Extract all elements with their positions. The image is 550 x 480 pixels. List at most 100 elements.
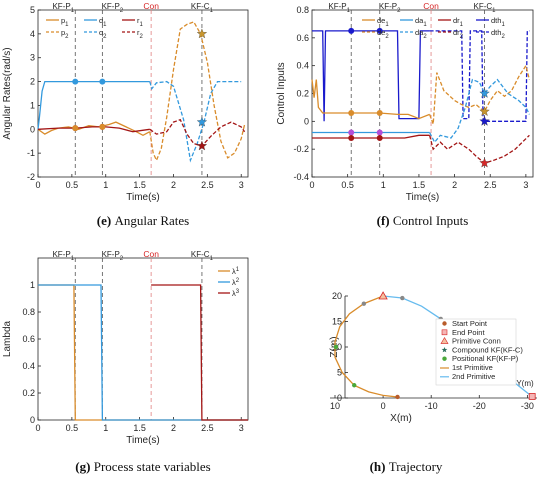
series-line	[38, 284, 248, 421]
series-line	[334, 295, 398, 398]
legend-label: r2	[137, 28, 144, 40]
x-tick-label: 0.5	[66, 423, 79, 433]
y-tick-label: -0.4	[293, 172, 309, 182]
y-tick-label: 4	[30, 29, 35, 39]
y-tick-label: 20	[332, 291, 342, 301]
y-tick-label: 0	[30, 124, 35, 134]
event-marker-label: KF-C1	[474, 2, 497, 14]
keyframe-dot	[376, 27, 383, 34]
legend-label: dth2	[491, 28, 505, 40]
x-tick-label: 0	[35, 180, 40, 190]
x-axis-label: Time(s)	[406, 192, 440, 203]
legend-box	[435, 318, 517, 386]
y-tick-label: 0	[304, 116, 309, 126]
keyframe-dot	[400, 295, 405, 301]
y-tick-label: 15	[332, 317, 342, 327]
series-line	[312, 134, 430, 139]
x-tick-label: 0.5	[341, 180, 354, 190]
keyframe-dot	[348, 129, 355, 136]
series-line	[38, 284, 248, 421]
plot-frame	[37, 257, 249, 421]
keyframe-star	[479, 115, 490, 126]
y-tick-label: 5	[337, 368, 342, 378]
x-tick-label: 2	[171, 180, 176, 190]
y-tick-label: 0.8	[22, 307, 35, 317]
x-tick-label: -30	[521, 401, 534, 411]
series-line	[428, 64, 531, 125]
keyframe-dot	[395, 394, 400, 400]
legend-label: dth1	[491, 16, 505, 28]
series-line	[149, 21, 246, 162]
event-marker-label: Con	[423, 1, 439, 11]
plot-frame	[37, 9, 249, 178]
panel-caption: (g) Process state variables	[75, 459, 210, 474]
keyframe-dot	[72, 125, 79, 132]
series-line	[311, 79, 430, 120]
legend-label: Positional KF(KF-P)	[452, 354, 519, 363]
y-axis-label: Lambda	[2, 320, 13, 357]
legend-swatch	[440, 337, 449, 344]
y-tick-label: 0.6	[22, 334, 35, 344]
keyframe-dot	[376, 109, 383, 116]
x-tick-label: -10	[425, 401, 438, 411]
legend-swatch	[441, 329, 448, 336]
legend-label: λ1	[232, 267, 240, 276]
y-tick-label: 5	[30, 5, 35, 15]
x-tick-label: 3	[523, 180, 528, 190]
series-line	[149, 80, 242, 163]
series-line	[37, 80, 150, 130]
x-tick-label: 1	[103, 180, 108, 190]
panel-g: 0 0.5 1 1.5 2 2.5 3 0 0.2 0.4 0.6 0.8 1 Time(s) Lambda…	[2, 249, 249, 474]
y-tick-label: 0.2	[296, 89, 309, 99]
x-tick-label: 1.5	[133, 180, 146, 190]
keyframe-dot	[333, 344, 339, 350]
primitive-conn-marker	[378, 291, 388, 300]
keyframe-star	[479, 88, 490, 98]
keyframe-dot	[376, 135, 383, 142]
series-line	[312, 30, 430, 122]
keyframe-star	[479, 157, 490, 168]
y-tick-label: 2	[30, 77, 35, 87]
series-line	[429, 30, 530, 122]
legend-label: da1	[415, 16, 427, 28]
event-marker-label: KF-P2	[102, 250, 124, 262]
y-axis-label: Angular Rates(rad/s)	[2, 47, 13, 139]
y-tick-label: -1	[27, 148, 35, 158]
legend-label: r1	[137, 16, 144, 28]
legend-label: Primitive Conn	[452, 337, 501, 346]
panel-caption: (e) Angular Rates	[97, 213, 189, 228]
y-tick-label: 0.6	[296, 33, 309, 43]
x-axis-label: X(m)	[390, 413, 412, 424]
event-marker-label: KF-P1	[52, 2, 74, 14]
panel-caption: (h) Trajectory	[370, 459, 443, 474]
event-marker-label: KF-P1	[52, 250, 74, 262]
keyframe-dot	[72, 78, 79, 85]
y-tick-label: -0.2	[293, 144, 309, 154]
y-tick-label: 0.2	[22, 388, 35, 398]
x-tick-label: 0	[35, 423, 40, 433]
legend-label: Compound KF(KF-C)	[452, 345, 523, 354]
series-line	[37, 126, 150, 133]
series-line	[428, 134, 530, 164]
legend-label: dr2	[453, 28, 464, 40]
y-axis-label: Control Inputs	[276, 62, 287, 124]
y-tick-label: -2	[27, 172, 35, 182]
legend-label: q2	[99, 28, 107, 40]
y-tick-label: 1	[30, 100, 35, 110]
keyframe-dot	[348, 109, 355, 116]
x-tick-label: 1.5	[413, 180, 426, 190]
series-line	[151, 284, 248, 421]
keyframe-star	[479, 106, 490, 116]
keyframe-dot	[376, 129, 383, 136]
legend-label: p2	[61, 28, 69, 40]
x-tick-label: 2.5	[201, 180, 214, 190]
keyframe-star	[196, 116, 208, 127]
x-tick-label: 2	[171, 423, 176, 433]
legend-label: de1	[377, 16, 389, 28]
event-marker-label: KF-P2	[102, 2, 124, 14]
x-tick-label: 0	[309, 180, 314, 190]
event-marker-label: KF-P2	[379, 2, 401, 14]
y-axis3-label: Y(m)	[516, 379, 534, 388]
legend-swatch	[441, 346, 448, 353]
